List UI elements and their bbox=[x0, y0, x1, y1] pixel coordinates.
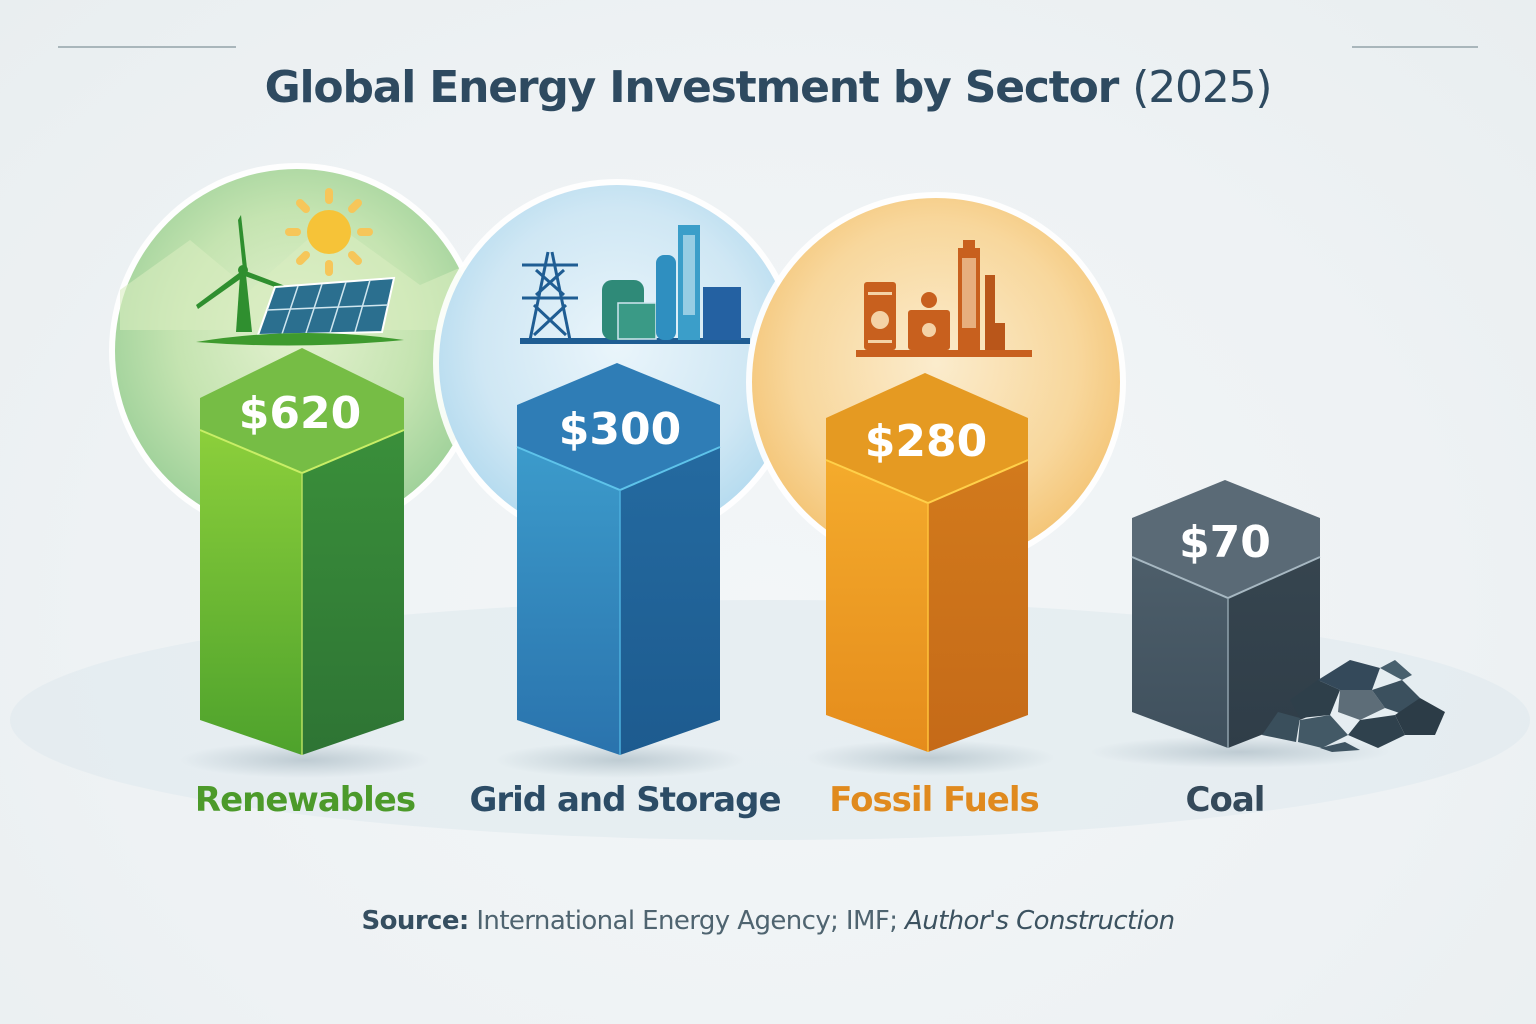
coal-pile-icon bbox=[1262, 660, 1445, 752]
bar-shadow bbox=[805, 740, 1055, 776]
bar-renewables[interactable]: $620 bbox=[199, 348, 405, 755]
source-body: International Energy Agency; IMF; bbox=[468, 906, 906, 936]
title-row: Global Energy Investment by Sector (2025… bbox=[0, 52, 1536, 122]
bar-coal[interactable]: $70 bbox=[1131, 480, 1321, 748]
oil-barrels-refinery-icon bbox=[856, 240, 1032, 357]
transmission-tower-battery-storage-icon bbox=[520, 225, 750, 344]
chart-title: Global Energy Investment by Sector (2025… bbox=[264, 61, 1273, 113]
bar-value-grid-storage: $300 bbox=[559, 404, 681, 455]
bar-value-fossil-fuels: $280 bbox=[865, 416, 987, 467]
bar-shadow bbox=[180, 742, 430, 778]
bar-shadow bbox=[495, 742, 745, 778]
bar-value-coal: $70 bbox=[1179, 517, 1271, 568]
category-label-grid-storage: Grid and Storage bbox=[469, 780, 781, 820]
category-label-renewables: Renewables bbox=[194, 780, 416, 820]
bar-value-renewables: $620 bbox=[239, 388, 361, 439]
source-heading: Source: bbox=[361, 906, 470, 936]
bar-grid-storage[interactable]: $300 bbox=[516, 363, 721, 755]
source-note: Source: International Energy Agency; IMF… bbox=[0, 906, 1536, 936]
wind-turbine-solar-panel-sun-icon bbox=[196, 188, 404, 346]
title-main: Global Energy Investment by Sector bbox=[264, 61, 1120, 113]
title-year: (2025) bbox=[1132, 61, 1272, 113]
source-italic: Author's Construction bbox=[905, 906, 1175, 936]
title-rule-right bbox=[1352, 46, 1478, 48]
title-rule-left bbox=[58, 46, 236, 48]
bar-fossil-fuels[interactable]: $280 bbox=[825, 373, 1029, 752]
category-label-coal: Coal bbox=[1185, 780, 1266, 820]
category-label-fossil-fuels: Fossil Fuels bbox=[829, 780, 1040, 820]
